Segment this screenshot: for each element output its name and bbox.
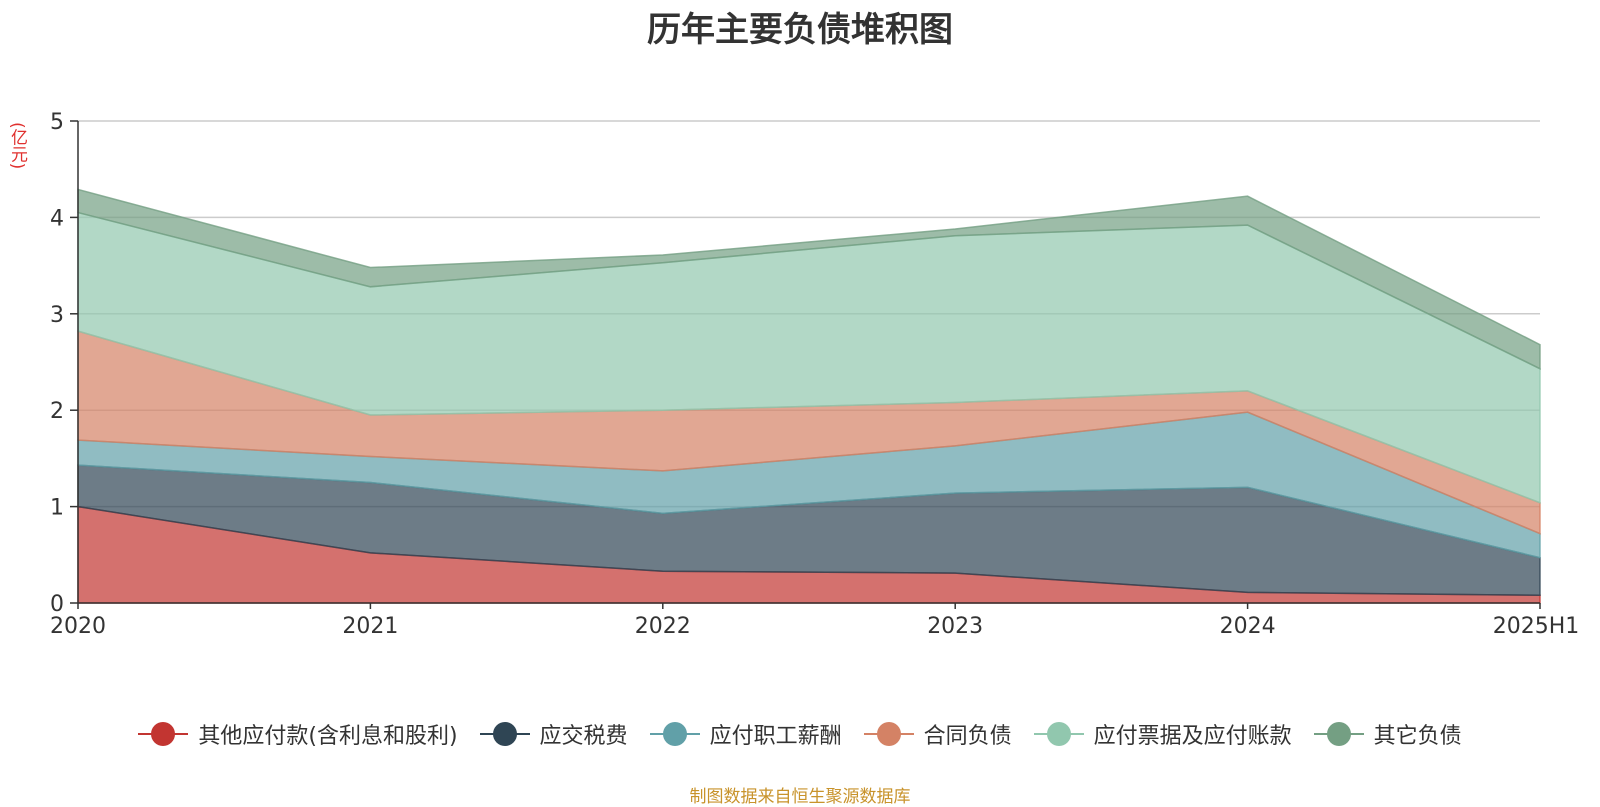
y-tick-label: 5 (50, 110, 64, 135)
x-tick-label: 2021 (342, 614, 398, 639)
legend-label: 合同负债 (923, 724, 1012, 749)
legend-label: 其它负债 (1373, 724, 1462, 749)
legend-marker-icon (138, 721, 189, 747)
y-tick-label: 4 (50, 206, 64, 231)
x-tick-label: 2022 (635, 614, 691, 639)
legend-marker-icon (649, 721, 700, 747)
legend-label: 应付票据及应付账款 (1093, 724, 1292, 749)
legend-label: 应付职工薪酬 (709, 724, 842, 749)
x-tick-label: 2020 (50, 614, 106, 639)
legend-marker-icon (1033, 721, 1084, 747)
legend: 其他应付款(含利息和股利) 应交税费 应付职工薪酬 合同负债 应付票据及应付账款 其它负债 (0, 718, 1600, 750)
x-tick-label: 2024 (1220, 614, 1276, 639)
axes: 0 1 2 3 4 5 2020 2021 2022 2023 2024 2025H1 (50, 110, 1579, 639)
legend-item[interactable]: 应交税费 (479, 718, 628, 750)
y-tick-label: 2 (50, 399, 64, 424)
y-axis-unit: (亿元) (7, 122, 27, 170)
chart-title: 历年主要负债堆积图 (647, 10, 953, 50)
stacked-area-chart: 0 1 2 3 4 5 2020 2021 2022 2023 2024 2025H1 (50, 110, 1579, 639)
legend-marker-icon (1313, 721, 1364, 747)
area-series (77, 188, 1541, 604)
x-tick-label: 2023 (927, 614, 983, 639)
legend-item[interactable]: 应付票据及应付账款 (1033, 718, 1292, 750)
y-tick-label: 3 (50, 303, 64, 328)
legend-marker-icon (479, 721, 530, 747)
legend-item[interactable]: 其它负债 (1313, 718, 1462, 750)
legend-item[interactable]: 应付职工薪酬 (649, 718, 842, 750)
legend-item[interactable]: 其他应付款(含利息和股利) (138, 718, 458, 750)
y-tick-label: 1 (50, 496, 64, 521)
data-source-note: 制图数据来自恒生聚源数据库 (689, 787, 911, 807)
area-5 (77, 188, 1541, 370)
legend-item[interactable]: 合同负债 (863, 718, 1012, 750)
x-tick-label: 2025H1 (1493, 614, 1580, 639)
legend-label: 其他应付款(含利息和股利) (198, 724, 458, 749)
legend-marker-icon (863, 721, 914, 747)
legend-label: 应交税费 (539, 724, 628, 749)
y-tick-label: 0 (50, 592, 64, 617)
